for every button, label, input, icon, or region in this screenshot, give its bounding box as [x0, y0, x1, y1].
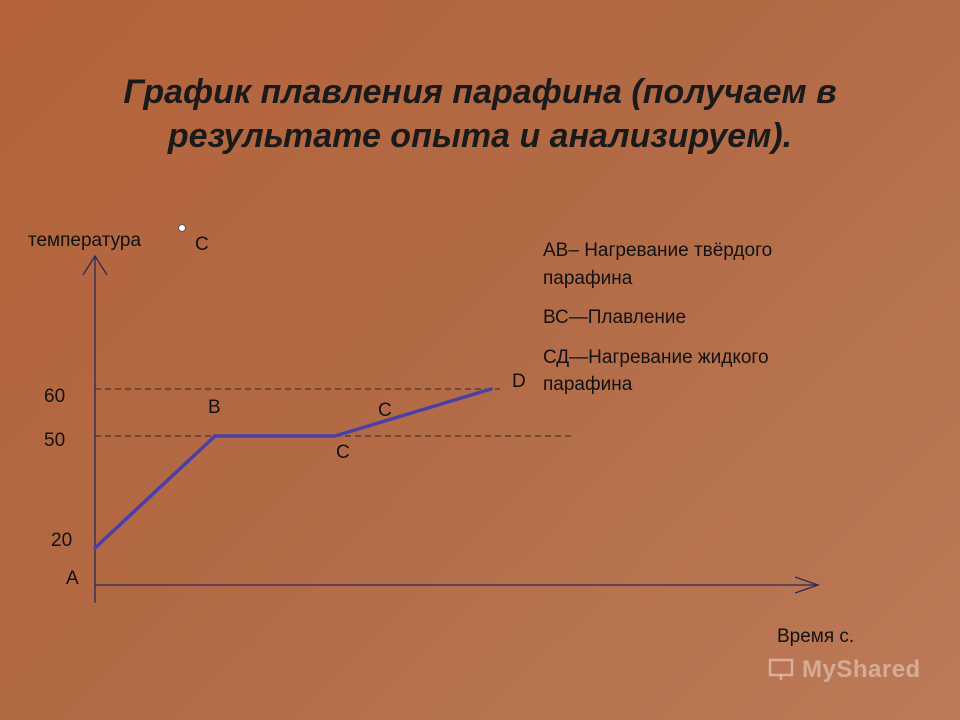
point-label-a: А	[66, 568, 79, 589]
point-label-c-lower: С	[336, 442, 350, 463]
y-tick-20: 20	[51, 530, 73, 551]
point-label-c-upper: С	[378, 400, 392, 421]
x-axis-arrow	[794, 576, 820, 594]
legend-ab-line-1: АВ– Нагревание твёрдого	[543, 240, 773, 261]
title-line-1: График плавления парафина (получаем в	[123, 73, 837, 111]
presentation-icon	[768, 658, 794, 680]
y-axis-arrow	[82, 254, 108, 276]
legend: АВ– Нагревание твёрдого парафина ВС—Плав…	[543, 237, 873, 411]
title-line-2: результате опыта и анализируем).	[167, 117, 793, 156]
y-tick-50: 50	[44, 430, 66, 451]
point-label-b: В	[208, 397, 221, 418]
watermark-text: MyShared	[802, 656, 921, 683]
reference-lines	[95, 388, 572, 437]
y-tick-60: 60	[44, 386, 66, 407]
legend-ab-line-2: парафина	[543, 267, 633, 289]
y-axis-unit: С	[195, 234, 209, 255]
legend-cd-line-1: СД—Нагревание жидкого	[543, 346, 769, 368]
legend-bc-line-1: ВС—Плавление	[543, 307, 687, 329]
legend-item-bc: ВС—Плавление	[543, 304, 873, 332]
x-axis-label: Время с.	[777, 626, 855, 647]
watermark: MyShared	[768, 656, 921, 684]
curve-segment-2	[333, 387, 493, 438]
y-axis-label: температура	[28, 230, 142, 251]
legend-cd-line-2: парафина	[543, 374, 633, 396]
slide-title: График плавления парафина (получаем в ре…	[40, 70, 920, 158]
legend-item-ab: АВ– Нагревание твёрдого парафина	[543, 237, 873, 292]
legend-item-cd: СД—Нагревание жидкого парафина	[543, 344, 873, 399]
degree-mark-icon	[178, 224, 186, 232]
melting-curve	[93, 387, 493, 550]
curve-segment-0	[93, 434, 217, 550]
point-label-d: D	[512, 371, 526, 392]
